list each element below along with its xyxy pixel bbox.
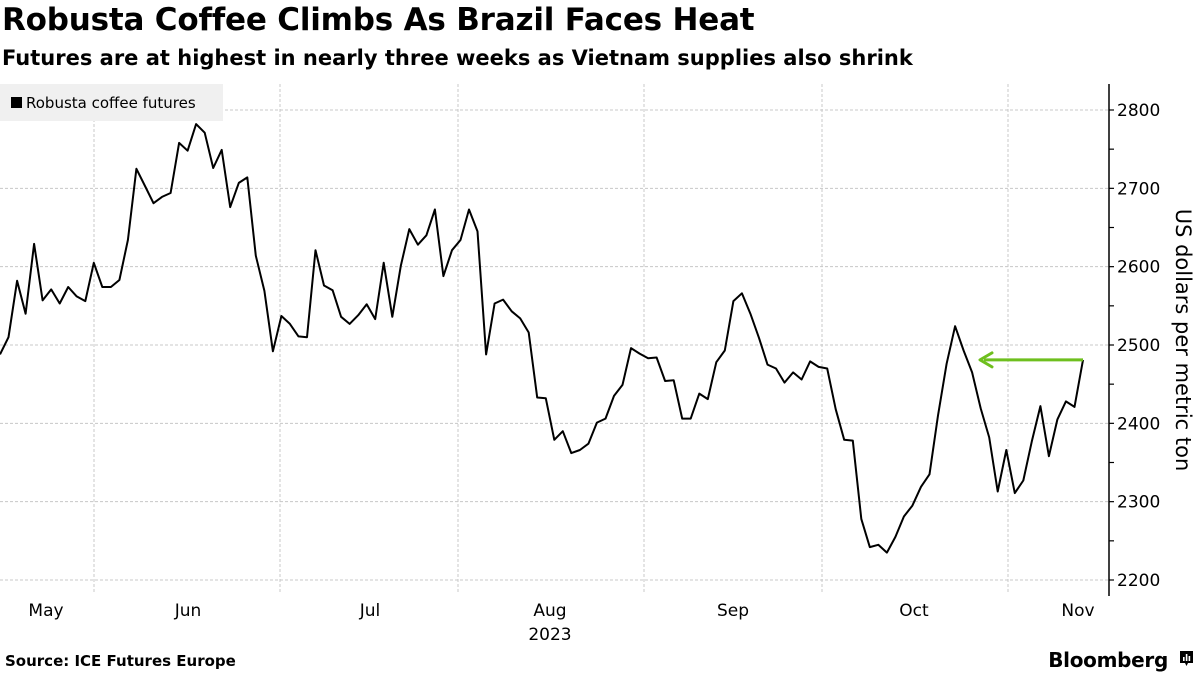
x-tick-label: Oct bbox=[899, 601, 929, 621]
chart-title: Robusta Coffee Climbs As Brazil Faces He… bbox=[2, 2, 755, 38]
source-note: Source: ICE Futures Europe bbox=[5, 652, 236, 670]
y-tick-label: 2300 bbox=[1117, 493, 1160, 513]
legend: Robusta coffee futures bbox=[0, 84, 223, 121]
series-line-robusta bbox=[0, 123, 1084, 554]
legend-swatch bbox=[11, 97, 22, 108]
y-ticks: 2200 2300 2400 2500 2600 2700 2800 bbox=[1109, 101, 1160, 591]
y-tick-label: 2200 bbox=[1117, 571, 1160, 591]
series-layer bbox=[0, 123, 1084, 554]
y-tick-label: 2500 bbox=[1117, 336, 1160, 356]
chart-subtitle: Futures are at highest in nearly three w… bbox=[2, 46, 913, 70]
x-tick-label: Nov bbox=[1061, 601, 1094, 621]
annotation-arrow-head bbox=[978, 351, 994, 369]
grid bbox=[0, 109, 1109, 581]
y-tick-label: 2700 bbox=[1117, 179, 1160, 199]
y-tick-label: 2600 bbox=[1117, 258, 1160, 278]
x-grid bbox=[93, 84, 1009, 592]
x-tick-label: Sep bbox=[717, 601, 749, 621]
x-tick-label: Jun bbox=[174, 601, 202, 621]
brand-logo: Bloomberg bbox=[1048, 648, 1168, 672]
bloomberg-chart-icon bbox=[1180, 651, 1193, 666]
y-axis-title: US dollars per metric ton bbox=[1171, 209, 1195, 472]
annotation-layer bbox=[978, 351, 1083, 369]
y-tick-label: 2400 bbox=[1117, 414, 1160, 434]
x-tick-label: Aug bbox=[533, 601, 566, 621]
x-tick-label: May bbox=[28, 601, 63, 621]
y-tick-label: 2800 bbox=[1117, 101, 1160, 121]
legend-label: Robusta coffee futures bbox=[26, 93, 196, 112]
x-ticks: May Jun Jul Aug Sep Oct Nov bbox=[28, 601, 1094, 621]
x-year-label: 2023 bbox=[528, 625, 571, 645]
x-tick-label: Jul bbox=[359, 601, 381, 621]
